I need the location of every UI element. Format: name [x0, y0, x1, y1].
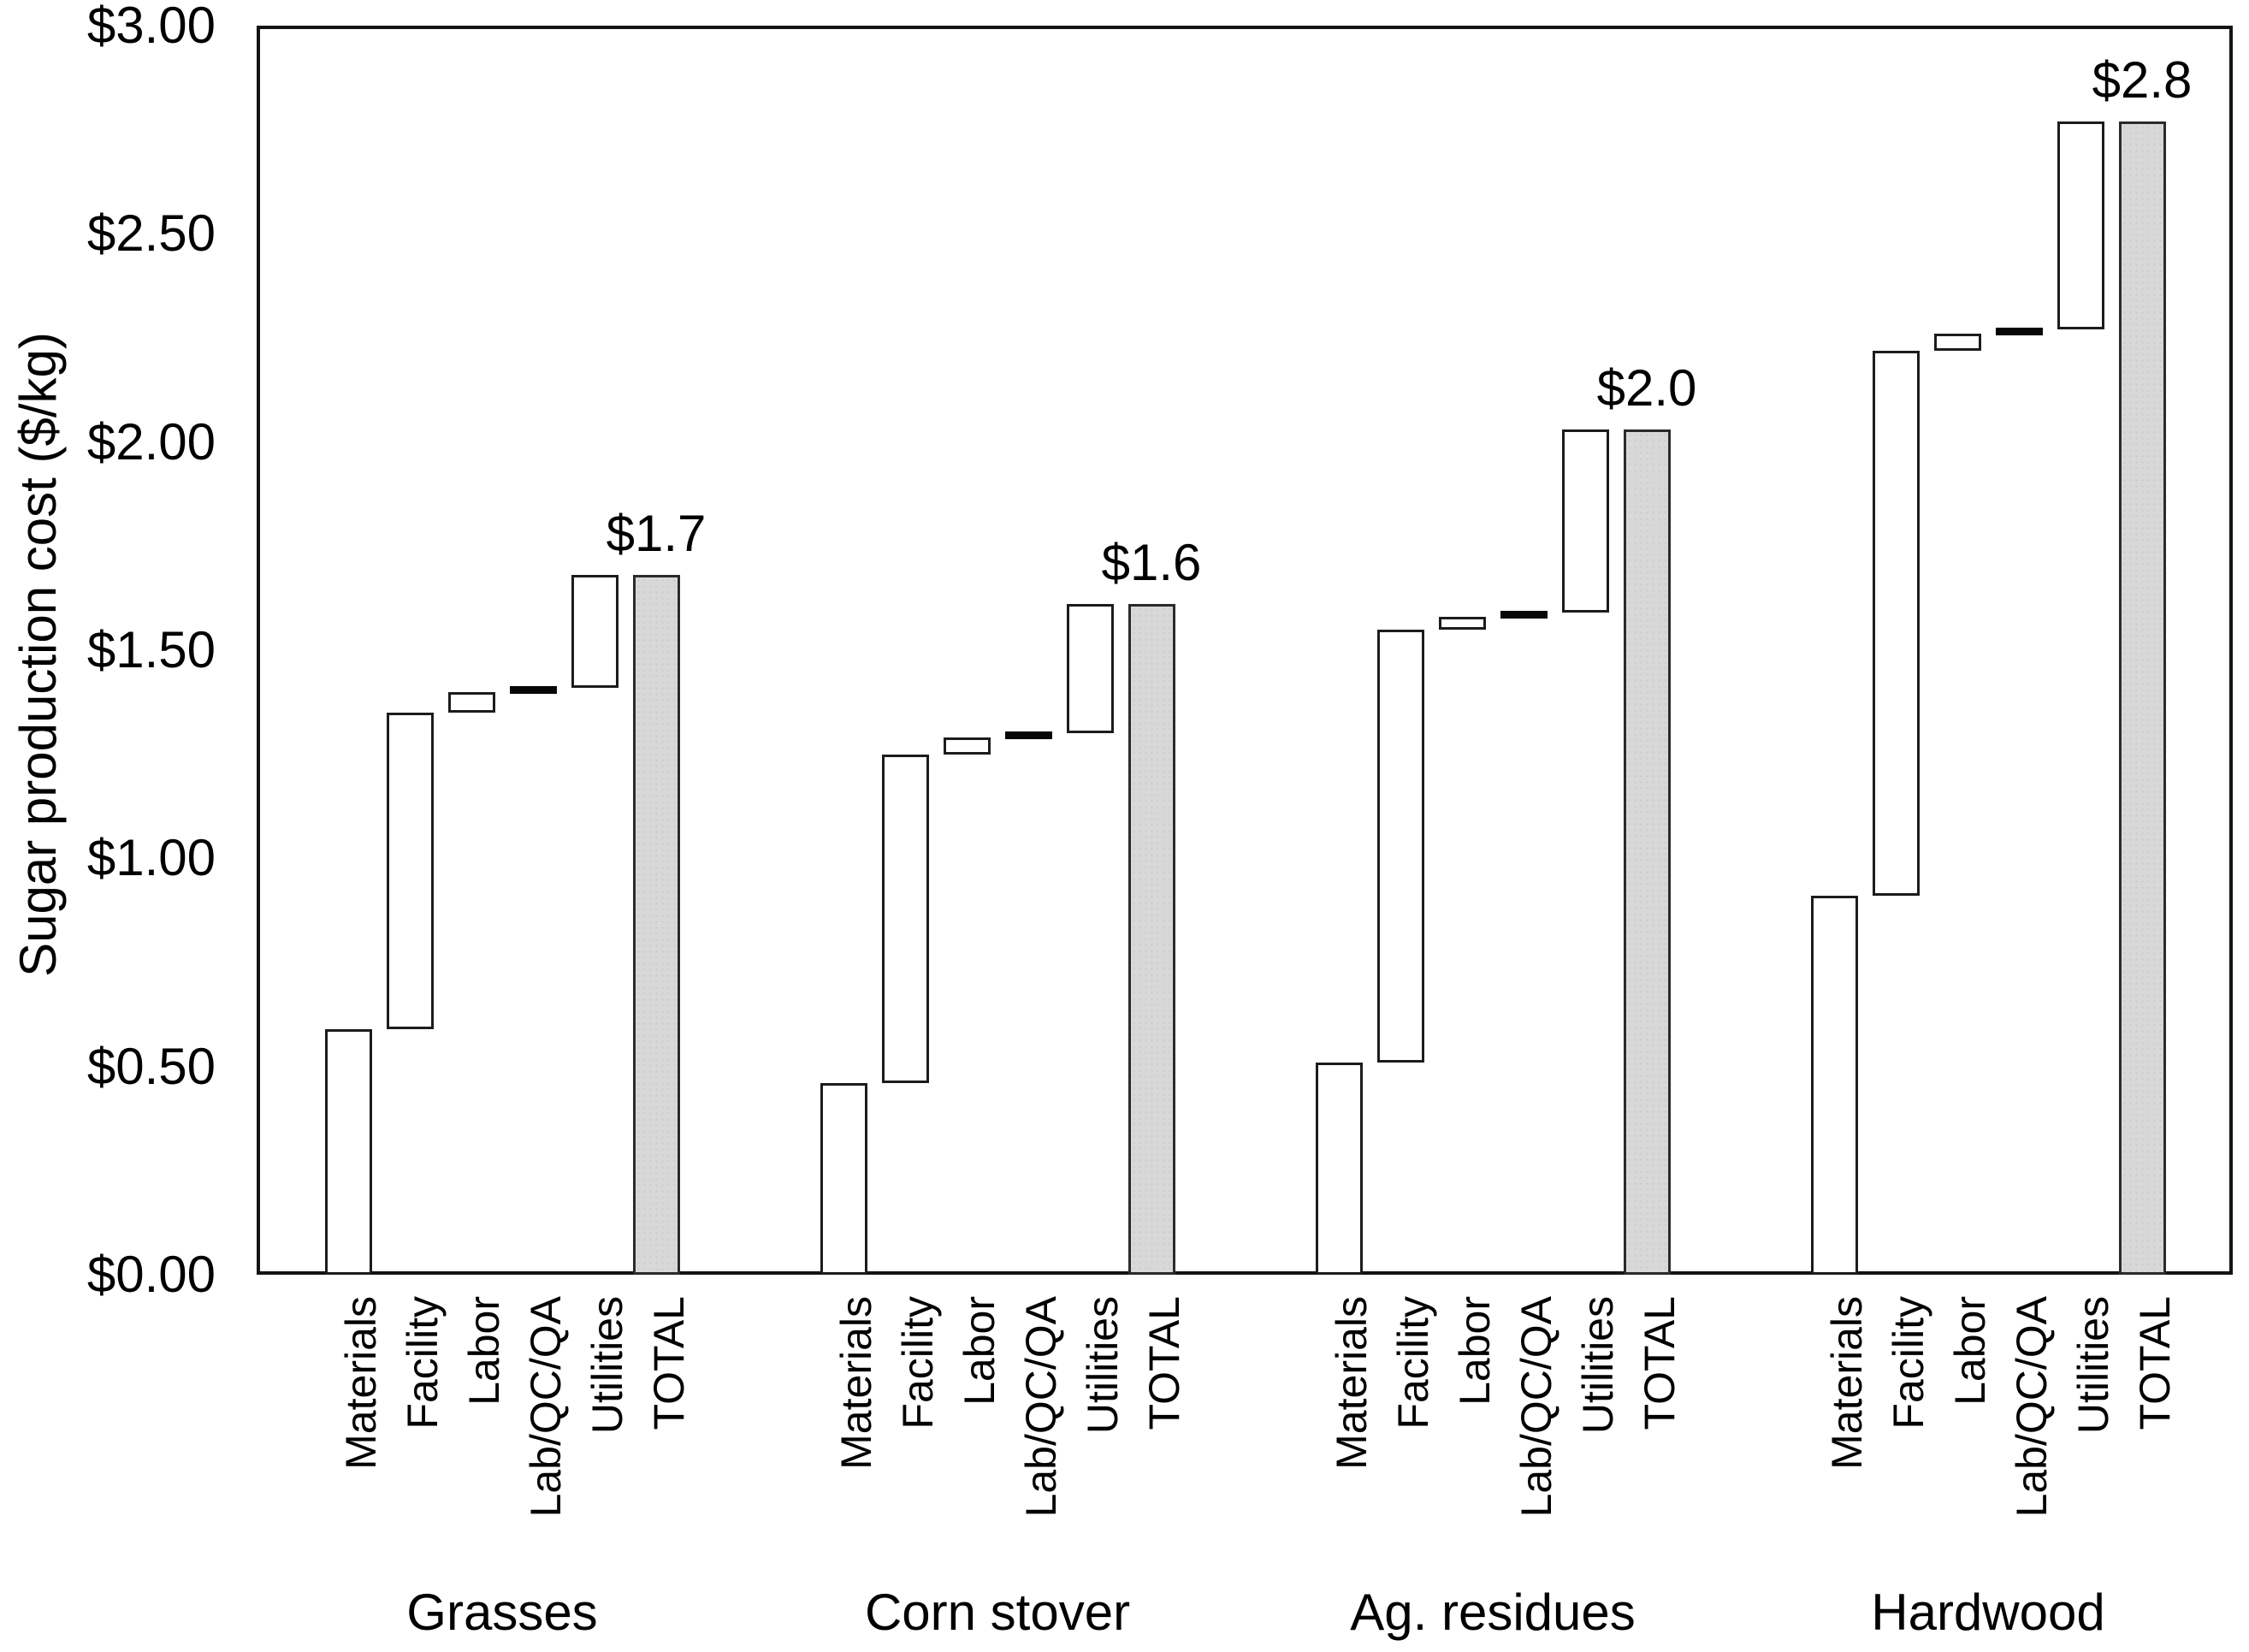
category-label: Materials	[1328, 1296, 1376, 1470]
bar-segment-labor	[447, 691, 495, 713]
category-label: Utilities	[1574, 1296, 1622, 1435]
bar-segment-utilities	[1561, 429, 1609, 613]
bar-segment-materials	[1810, 896, 1858, 1275]
category-label: TOTAL	[1140, 1296, 1188, 1430]
bar-segment-labor	[1933, 334, 1981, 351]
bar-total	[632, 575, 680, 1275]
bar-total	[1127, 604, 1175, 1275]
bar-segment-materials	[324, 1028, 372, 1275]
category-label: TOTAL	[645, 1296, 693, 1430]
bar-segment-lab-qc-qa	[1004, 731, 1052, 740]
total-value-label: $1.6	[1101, 534, 1202, 592]
bar-segment-materials	[1315, 1062, 1363, 1275]
bar-segment-facility	[386, 713, 434, 1029]
category-label: Lab/QC/QA	[2008, 1296, 2056, 1518]
bar-total	[1623, 429, 1671, 1275]
category-label: Utilities	[2069, 1296, 2117, 1435]
group-label: Ag. residues	[1350, 1584, 1636, 1641]
bar-segment-lab-qc-qa	[1500, 611, 1548, 619]
category-label: TOTAL	[2131, 1296, 2179, 1430]
group-label: Corn stover	[864, 1584, 1131, 1641]
y-tick-label: $2.00	[86, 412, 216, 471]
y-tick-label: $1.50	[86, 621, 216, 678]
bar-segment-facility	[1872, 350, 1920, 897]
bar-segment-utilities	[571, 575, 618, 688]
category-label: Facility	[1389, 1296, 1437, 1430]
category-label: Materials	[337, 1296, 385, 1470]
y-tick-label: $2.50	[86, 204, 216, 263]
category-label: Utilities	[583, 1296, 631, 1435]
category-label: Facility	[1885, 1296, 1932, 1430]
bar-total	[2118, 121, 2166, 1275]
y-tick-label: $1.00	[86, 829, 216, 887]
category-label: Lab/QC/QA	[1017, 1296, 1065, 1518]
total-value-label: $1.7	[606, 505, 707, 563]
bar-segment-facility	[1376, 629, 1424, 1063]
category-label: TOTAL	[1636, 1296, 1684, 1430]
category-label: Labor	[1451, 1296, 1499, 1406]
bar-segment-utilities	[1066, 604, 1114, 734]
bar-segment-labor	[943, 737, 991, 755]
total-value-label: $2.8	[2092, 50, 2193, 109]
category-label: Labor	[956, 1296, 1003, 1406]
category-label: Utilities	[1079, 1296, 1127, 1435]
bar-segment-lab-qc-qa	[1995, 328, 2043, 336]
y-tick-label: $0.50	[86, 1037, 216, 1095]
bar-segment-materials	[820, 1083, 867, 1275]
category-label: Materials	[1823, 1296, 1871, 1470]
bar-segment-utilities	[2057, 121, 2104, 330]
total-value-label: $2.0	[1596, 359, 1697, 417]
category-label: Labor	[1946, 1296, 1994, 1406]
category-label: Lab/QC/QA	[522, 1296, 570, 1518]
group-label: Grasses	[406, 1584, 598, 1641]
plot-area	[257, 26, 2233, 1275]
group-label: Hardwood	[1871, 1584, 2105, 1641]
category-label: Facility	[894, 1296, 942, 1430]
category-label: Facility	[399, 1296, 447, 1430]
category-label: Materials	[832, 1296, 880, 1470]
category-label: Lab/QC/QA	[1512, 1296, 1560, 1518]
bar-segment-labor	[1438, 617, 1486, 630]
y-tick-label: $0.00	[86, 1246, 216, 1303]
bar-segment-lab-qc-qa	[509, 685, 557, 694]
bar-segment-facility	[881, 754, 929, 1084]
y-tick-label: $3.00	[86, 0, 216, 54]
category-label: Labor	[460, 1296, 508, 1406]
